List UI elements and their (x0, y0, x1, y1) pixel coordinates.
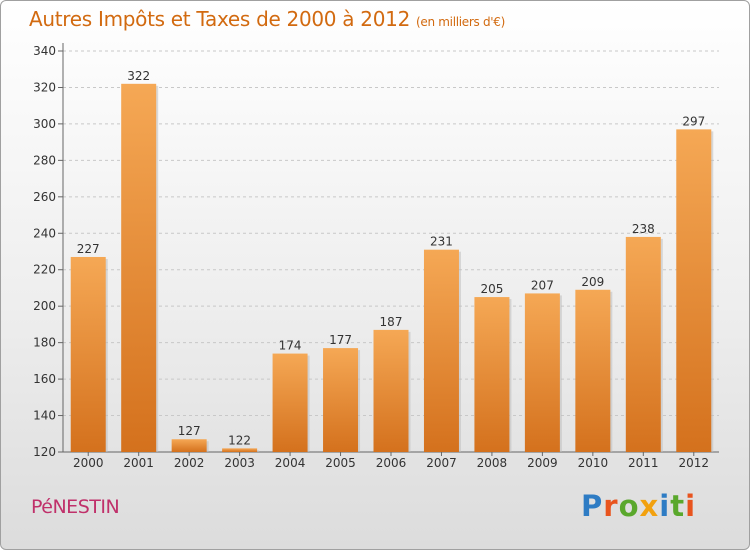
bar (222, 448, 258, 452)
bar-value-label: 187 (380, 315, 403, 329)
bar-value-label: 227 (77, 242, 100, 256)
y-tick-label: 260 (33, 190, 56, 204)
bar (474, 297, 510, 452)
bar (171, 439, 207, 452)
bar (272, 353, 308, 452)
bar-value-label: 122 (228, 433, 251, 447)
logo-letter: x (639, 489, 660, 523)
y-tick-label: 320 (33, 80, 56, 94)
bar (373, 329, 409, 452)
x-tick-label: 2003 (224, 456, 255, 470)
chart-subtitle: (en milliers d'€) (416, 15, 506, 29)
bar (423, 249, 459, 452)
bar-value-label: 297 (682, 114, 705, 128)
x-tick-label: 2007 (426, 456, 457, 470)
logo-letter: r (603, 489, 619, 523)
y-tick-label: 140 (33, 409, 56, 423)
bar (625, 236, 661, 452)
x-tick-label: 2009 (527, 456, 558, 470)
bar (121, 83, 157, 453)
chart-title-text: Autres Impôts et Taxes de 2000 à 2012 (29, 7, 410, 31)
x-tick-label: 2012 (678, 456, 709, 470)
bar-value-label: 205 (480, 282, 503, 296)
bar-value-label: 322 (127, 69, 150, 83)
y-tick-label: 120 (33, 445, 56, 459)
y-tick-label: 300 (33, 117, 56, 131)
chart-title: Autres Impôts et Taxes de 2000 à 2012 (en… (29, 7, 505, 31)
x-tick-label: 2001 (123, 456, 154, 470)
y-tick-label: 240 (33, 226, 56, 240)
y-tick-label: 160 (33, 372, 56, 386)
y-tick-label: 340 (33, 44, 56, 58)
bar-value-label: 238 (632, 222, 655, 236)
x-tick-label: 2008 (477, 456, 508, 470)
x-tick-label: 2005 (325, 456, 356, 470)
bar (524, 293, 560, 452)
y-tick-label: 220 (33, 263, 56, 277)
city-name: PéNESTIN (31, 496, 120, 518)
logo-letter: t (670, 489, 686, 523)
bar-value-label: 127 (178, 424, 201, 438)
logo-letter: i (685, 489, 697, 523)
logo-letter: i (659, 489, 671, 523)
bar (676, 129, 712, 453)
bar-value-label: 207 (531, 278, 554, 292)
logo-letter: o (618, 489, 640, 523)
x-tick-label: 2002 (174, 456, 205, 470)
proxiti-logo: Proxiti (581, 489, 696, 523)
bar-value-label: 177 (329, 333, 352, 347)
y-tick-label: 180 (33, 336, 56, 350)
x-tick-label: 2010 (578, 456, 609, 470)
bar (323, 348, 359, 452)
y-tick-label: 200 (33, 299, 56, 313)
x-tick-label: 2004 (275, 456, 306, 470)
x-tick-label: 2006 (376, 456, 407, 470)
x-tick-label: 2000 (73, 456, 104, 470)
bar-value-label: 209 (581, 275, 604, 289)
x-tick-label: 2011 (628, 456, 659, 470)
bar (575, 289, 611, 452)
y-tick-label: 280 (33, 153, 56, 167)
logo-letter: P (581, 489, 604, 523)
bar-value-label: 174 (279, 339, 302, 353)
bar (70, 256, 106, 452)
bar-value-label: 231 (430, 235, 453, 249)
